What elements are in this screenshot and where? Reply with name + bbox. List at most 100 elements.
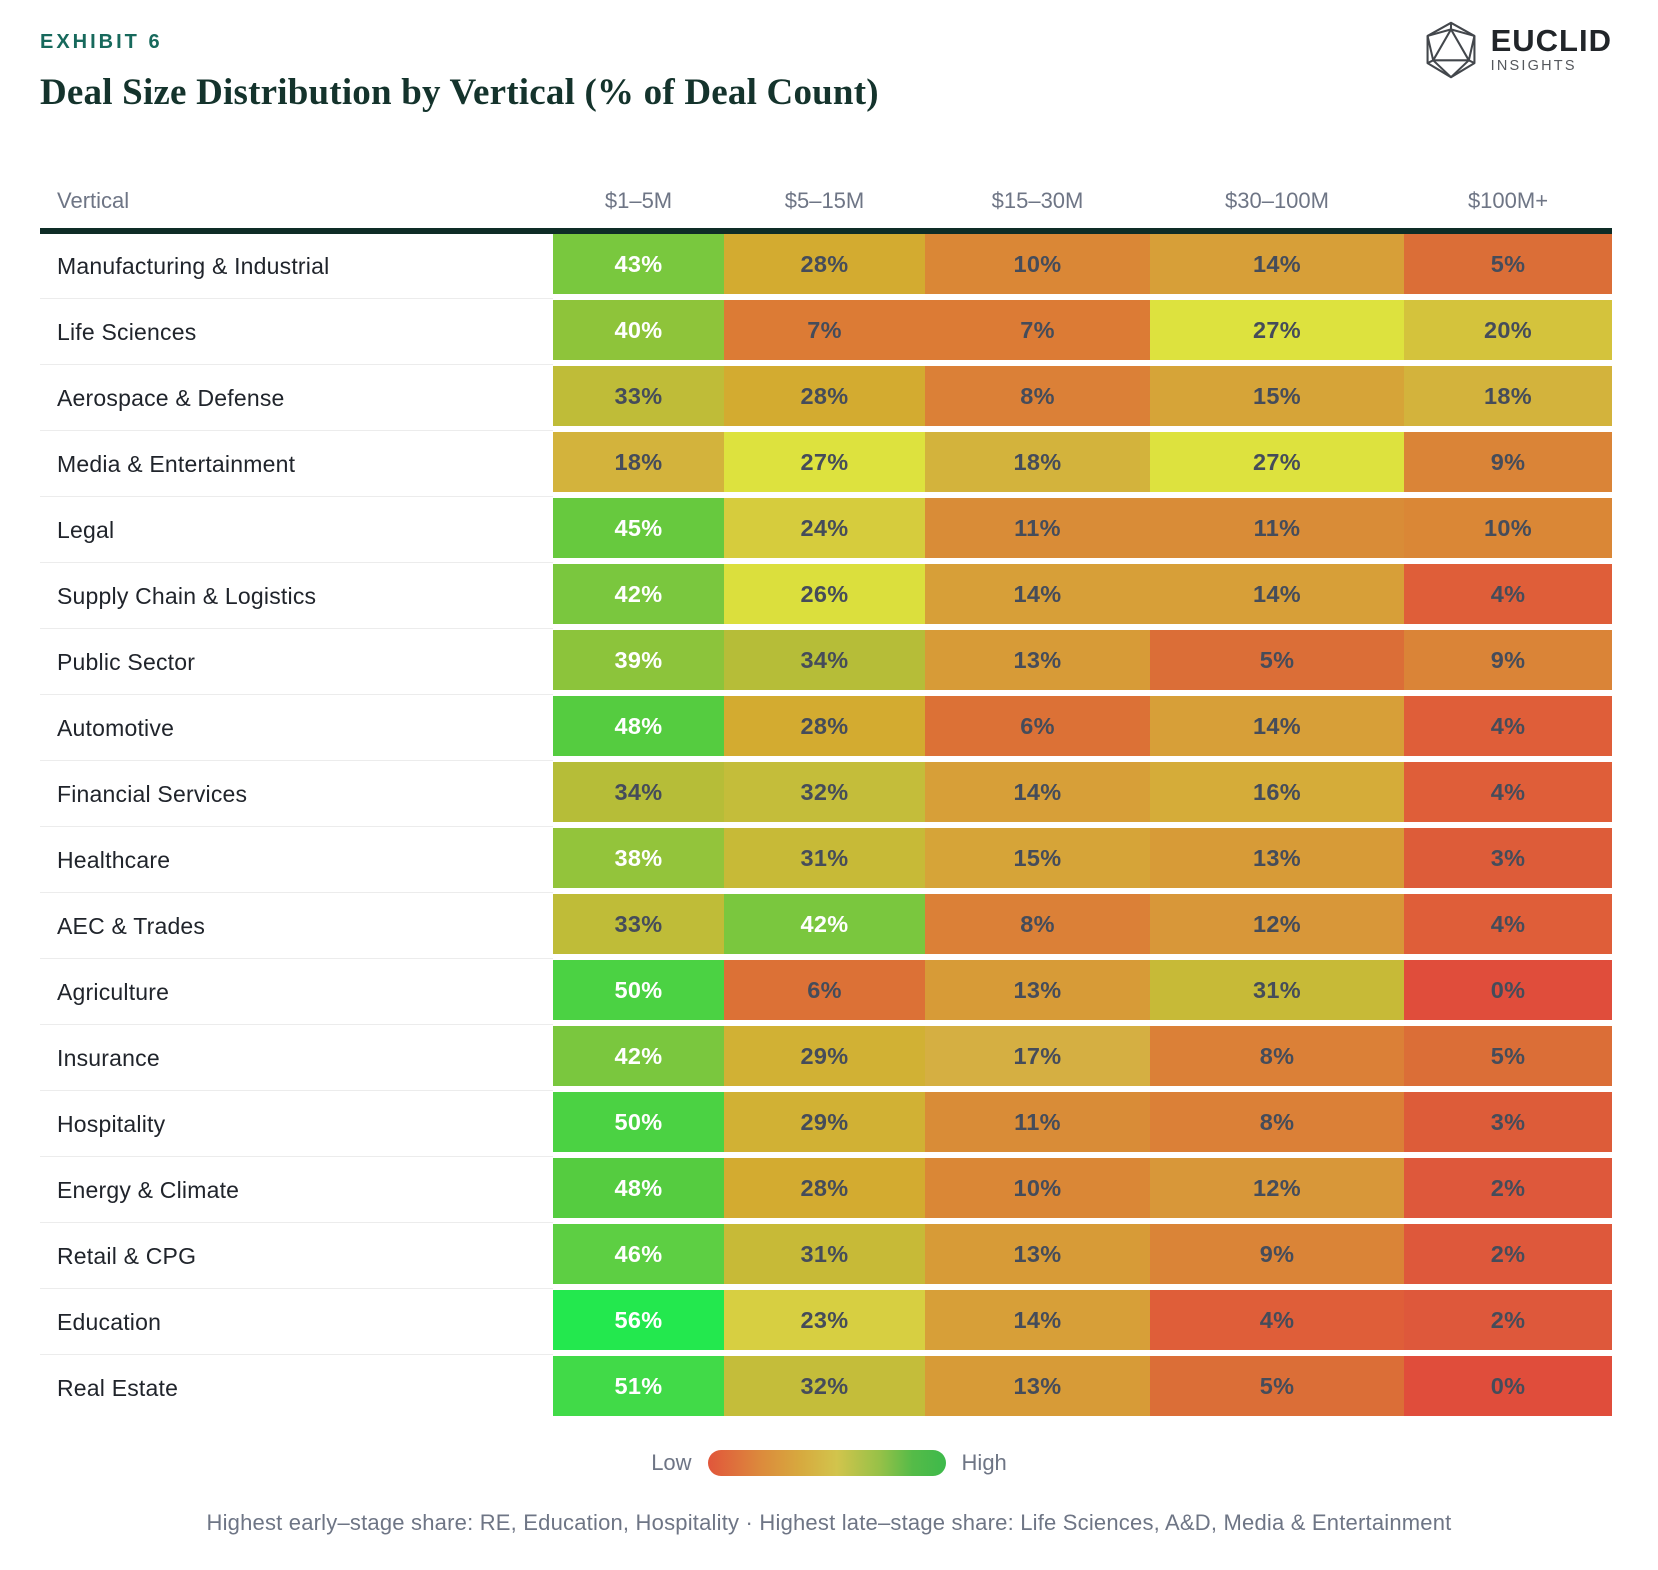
vertical-label: Energy & Climate: [40, 1158, 553, 1223]
heat-cell: 42%: [553, 1026, 724, 1086]
heat-cell: 8%: [925, 366, 1150, 426]
heat-cell: 4%: [1150, 1290, 1404, 1350]
heat-cell: 23%: [724, 1290, 925, 1350]
vertical-label: Life Sciences: [40, 300, 553, 365]
table-row: Retail & CPG 46% 31% 13% 9% 2%: [40, 1224, 1612, 1290]
row-label-header: Vertical: [57, 188, 130, 213]
heat-cell: 28%: [724, 366, 925, 426]
heat-cell: 10%: [1404, 498, 1612, 558]
heat-cell: 18%: [1404, 366, 1612, 426]
table-row: Life Sciences 40% 7% 7% 27% 20%: [40, 300, 1612, 366]
heat-cell: 9%: [1150, 1224, 1404, 1284]
heat-cell: 4%: [1404, 564, 1612, 624]
table-row: Agriculture 50% 6% 13% 31% 0%: [40, 960, 1612, 1026]
heat-cell: 5%: [1150, 1356, 1404, 1416]
heat-cell: 56%: [553, 1290, 724, 1350]
legend-low-label: Low: [651, 1450, 692, 1475]
heat-cell: 4%: [1404, 696, 1612, 756]
heat-cell: 7%: [925, 300, 1150, 360]
vertical-label: Automotive: [40, 696, 553, 761]
heat-cell: 27%: [1150, 300, 1404, 360]
heat-cell: 50%: [553, 960, 724, 1020]
vertical-label: Legal: [40, 498, 553, 563]
page-header: EXHIBIT 6 Deal Size Distribution by Vert…: [0, 0, 1658, 116]
heat-cell: 13%: [925, 1356, 1150, 1416]
vertical-label: Public Sector: [40, 630, 553, 695]
heat-cell: 6%: [925, 696, 1150, 756]
exhibit-label: EXHIBIT 6: [40, 31, 163, 53]
column-header: $30–100M: [1225, 188, 1329, 213]
table-row: Media & Entertainment 18% 27% 18% 27% 9%: [40, 432, 1612, 498]
heat-cell: 34%: [724, 630, 925, 690]
table-row: Aerospace & Defense 33% 28% 8% 15% 18%: [40, 366, 1612, 432]
vertical-label: Manufacturing & Industrial: [40, 234, 553, 299]
heat-cell: 39%: [553, 630, 724, 690]
heat-cell: 27%: [724, 432, 925, 492]
heat-cell: 4%: [1404, 894, 1612, 954]
brand-logo: EUCLID INSIGHTS: [1421, 20, 1612, 80]
vertical-label: Aerospace & Defense: [40, 366, 553, 431]
heat-cell: 13%: [1150, 828, 1404, 888]
table-row: Supply Chain & Logistics 42% 26% 14% 14% 4%: [40, 564, 1612, 630]
vertical-label: Real Estate: [40, 1356, 553, 1421]
heat-cell: 50%: [553, 1092, 724, 1152]
heat-cell: 14%: [1150, 696, 1404, 756]
heat-cell: 5%: [1150, 630, 1404, 690]
heat-cell: 26%: [724, 564, 925, 624]
heat-cell: 14%: [925, 1290, 1150, 1350]
heat-cell: 7%: [724, 300, 925, 360]
heat-cell: 5%: [1404, 234, 1612, 294]
heat-cell: 31%: [1150, 960, 1404, 1020]
heat-cell: 8%: [925, 894, 1150, 954]
heat-cell: 28%: [724, 234, 925, 294]
heat-cell: 9%: [1404, 630, 1612, 690]
table-body: Manufacturing & Industrial 43% 28% 10% 14% 5%…: [40, 234, 1612, 1422]
heat-cell: 6%: [724, 960, 925, 1020]
heat-cell: 29%: [724, 1092, 925, 1152]
table-row: Healthcare 38% 31% 15% 13% 3%: [40, 828, 1612, 894]
heat-cell: 0%: [1404, 960, 1612, 1020]
heat-cell: 11%: [925, 498, 1150, 558]
heat-cell: 3%: [1404, 1092, 1612, 1152]
heat-cell: 24%: [724, 498, 925, 558]
heat-cell: 46%: [553, 1224, 724, 1284]
table-row: Education 56% 23% 14% 4% 2%: [40, 1290, 1612, 1356]
heat-cell: 14%: [1150, 234, 1404, 294]
heat-cell: 13%: [925, 960, 1150, 1020]
heat-cell: 20%: [1404, 300, 1612, 360]
brand-words: EUCLID INSIGHTS: [1491, 25, 1612, 75]
heat-cell: 28%: [724, 696, 925, 756]
legend-gradient-bar: [707, 1450, 946, 1476]
page-title: Deal Size Distribution by Vertical (% of…: [40, 72, 879, 113]
header-rule: [40, 228, 1612, 234]
table-row: Financial Services 34% 32% 14% 16% 4%: [40, 762, 1612, 828]
heat-cell: 43%: [553, 234, 724, 294]
table-row: AEC & Trades 33% 42% 8% 12% 4%: [40, 894, 1612, 960]
brand-name: EUCLID: [1490, 23, 1612, 58]
footnote: Highest early–stage share: RE, Education…: [206, 1510, 1452, 1535]
heat-cell: 48%: [553, 1158, 724, 1218]
heat-cell: 0%: [1404, 1356, 1612, 1416]
color-legend: Low High: [0, 1450, 1658, 1476]
heat-cell: 11%: [1150, 498, 1404, 558]
heat-cell: 40%: [553, 300, 724, 360]
heat-cell: 11%: [925, 1092, 1150, 1152]
heat-cell: 8%: [1150, 1092, 1404, 1152]
vertical-label: Media & Entertainment: [40, 432, 553, 497]
vertical-label: Retail & CPG: [40, 1224, 553, 1289]
heat-cell: 29%: [724, 1026, 925, 1086]
heat-cell: 3%: [1404, 828, 1612, 888]
heat-cell: 38%: [553, 828, 724, 888]
heat-cell: 42%: [553, 564, 724, 624]
heat-cell: 12%: [1150, 1158, 1404, 1218]
vertical-label: Financial Services: [40, 762, 553, 827]
table-row: Energy & Climate 48% 28% 10% 12% 2%: [40, 1158, 1612, 1224]
heat-cell: 4%: [1404, 762, 1612, 822]
heat-cell: 34%: [553, 762, 724, 822]
heat-cell: 10%: [925, 1158, 1150, 1218]
vertical-label: Supply Chain & Logistics: [40, 564, 553, 629]
vertical-label: Hospitality: [40, 1092, 553, 1157]
table-row: Hospitality 50% 29% 11% 8% 3%: [40, 1092, 1612, 1158]
heat-cell: 9%: [1404, 432, 1612, 492]
